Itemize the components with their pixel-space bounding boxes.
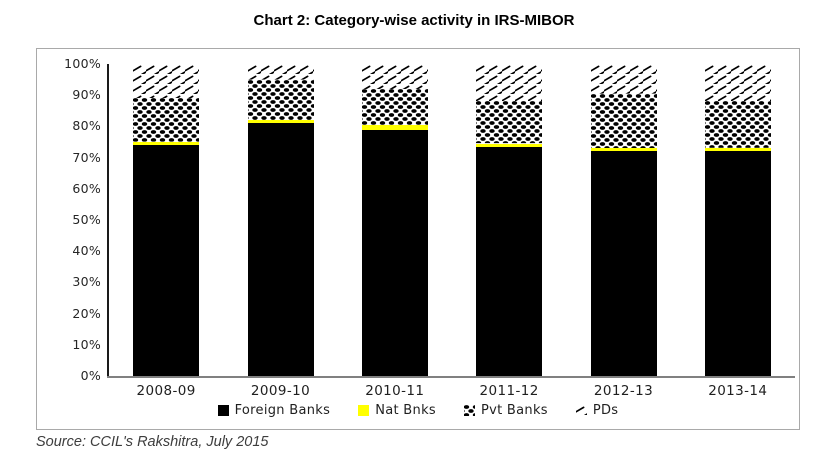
legend-label: Nat Bnks xyxy=(375,403,436,418)
y-tick-label: 80% xyxy=(72,118,101,134)
legend-swatch-diagonal-dashes xyxy=(575,405,587,416)
x-tick-label: 2011-12 xyxy=(479,383,539,399)
legend-swatch-dots xyxy=(463,405,475,416)
stacked-bar-2009-10 xyxy=(247,64,314,376)
x-axis-line xyxy=(107,376,795,378)
source-note: Source: CCIL's Rakshitra, July 2015 xyxy=(36,434,269,450)
bar-segment-foreign-banks xyxy=(133,145,200,376)
legend-item-pds: PDs xyxy=(575,403,619,418)
stacked-bar-2011-12 xyxy=(476,64,543,376)
bar-segment-pds xyxy=(590,64,657,94)
bar-segment-nat-bnks xyxy=(133,141,200,146)
chart-title: Chart 2: Category-wise activity in IRS-M… xyxy=(253,12,575,29)
bar-segment-pvt-banks xyxy=(133,98,200,142)
bar-segment-pvt-banks xyxy=(361,88,428,125)
x-tick-label: 2008-09 xyxy=(136,383,196,399)
bar-segment-pvt-banks xyxy=(590,93,657,149)
bar-segment-nat-bnks xyxy=(590,148,657,152)
y-tick-label: 50% xyxy=(72,212,101,227)
y-tick-label: 60% xyxy=(72,180,101,196)
bar-segment-foreign-banks xyxy=(590,151,657,376)
bar-segment-foreign-banks xyxy=(361,129,428,376)
bar-segment-foreign-banks xyxy=(247,123,314,376)
stacked-bar-2013-14 xyxy=(704,64,771,376)
y-axis-line xyxy=(107,64,109,376)
x-tick-label: 2012-13 xyxy=(593,383,654,399)
y-tick-label: 0% xyxy=(80,368,101,383)
stacked-bar-2008-09 xyxy=(133,64,200,376)
stacked-bar-2012-13 xyxy=(590,64,657,376)
bar-segment-pvt-banks xyxy=(247,79,314,121)
x-tick-label: 2009-10 xyxy=(250,383,311,399)
bar-segment-pds xyxy=(704,64,771,102)
legend-swatch-solid xyxy=(217,405,229,416)
legend-item-pvt-banks: Pvt Banks xyxy=(463,403,548,418)
y-tick-label: 30% xyxy=(72,274,101,290)
x-tick-label: 2013-14 xyxy=(708,383,768,399)
y-tick-label: 40% xyxy=(72,243,101,259)
bar-segment-pds xyxy=(361,64,428,89)
legend-label: Foreign Banks xyxy=(234,403,331,418)
legend-swatch-solid xyxy=(358,405,370,416)
y-tick-label: 70% xyxy=(72,149,101,165)
y-tick-label: 90% xyxy=(72,87,101,103)
bar-segment-pds xyxy=(133,64,200,99)
bar-segment-nat-bnks xyxy=(704,148,771,152)
bar-segment-pds xyxy=(247,64,314,80)
bar-segment-pds xyxy=(476,64,543,102)
y-tick-label: 10% xyxy=(72,336,101,352)
bar-segment-nat-bnks xyxy=(361,124,428,130)
chart-plot-box: 0% 10% 20% 30% 40% 50% 60% 70% 80% 90% 100% 2008-0… xyxy=(36,48,800,430)
legend-item-foreign-banks: Foreign Banks xyxy=(217,403,331,418)
chart-legend: Foreign Banks Nat Bnks Pvt Banks PDs xyxy=(37,403,799,418)
bar-segment-nat-bnks xyxy=(247,120,314,124)
legend-item-nat-bnks: Nat Bnks xyxy=(358,403,436,418)
legend-label: PDs xyxy=(592,403,619,418)
x-tick-label: 2010-11 xyxy=(365,383,425,399)
bar-segment-nat-bnks xyxy=(476,143,543,147)
bar-segment-foreign-banks xyxy=(704,151,771,376)
bar-segment-foreign-banks xyxy=(476,146,543,376)
legend-label: Pvt Banks xyxy=(480,403,548,418)
y-tick-label: 20% xyxy=(72,305,101,321)
y-tick-label: 100% xyxy=(64,56,101,71)
bar-segment-pvt-banks xyxy=(704,101,771,149)
bar-segment-pvt-banks xyxy=(476,101,543,144)
stacked-bar-2010-11 xyxy=(361,64,428,376)
